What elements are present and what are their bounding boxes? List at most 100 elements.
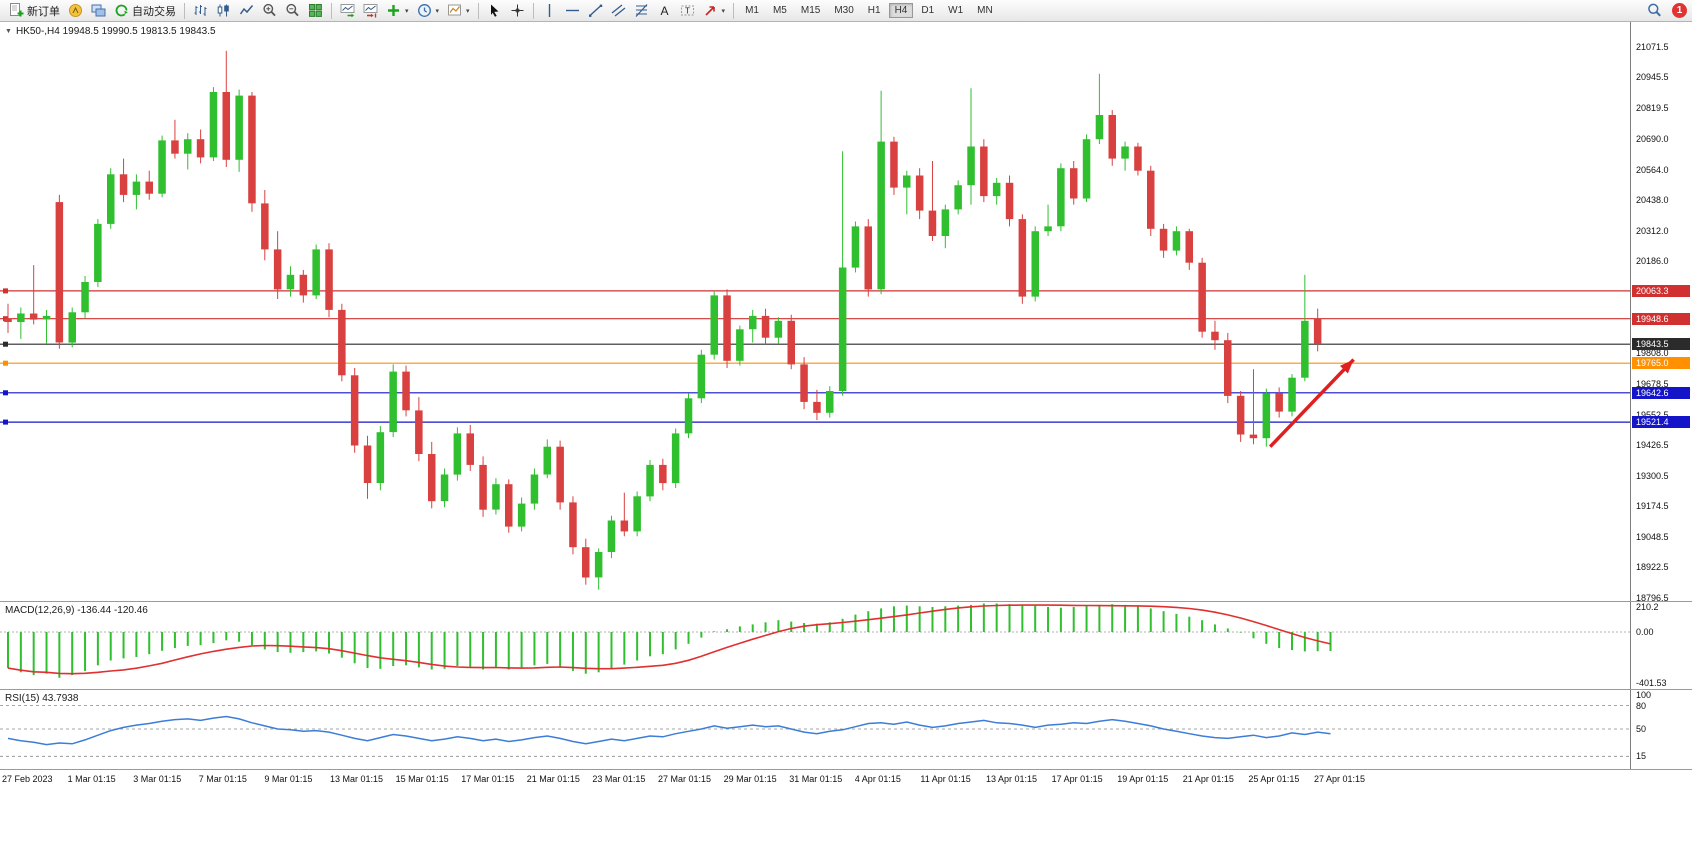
channel-icon xyxy=(611,4,625,17)
notification-badge[interactable]: 1 xyxy=(1672,3,1687,18)
horizontal-line-button[interactable] xyxy=(561,1,584,20)
timeframe-group: M1 M5 M15 M30 H1 H4 D1 W1 MN xyxy=(738,3,1000,18)
vertical-line-icon xyxy=(548,4,550,17)
fibonacci-button[interactable] xyxy=(630,1,653,20)
new-order-icon xyxy=(10,3,24,17)
tile-windows-icon xyxy=(309,4,322,17)
time-label: 27 Apr 01:15 xyxy=(1314,774,1366,784)
timeframe-button-d1[interactable]: D1 xyxy=(921,5,935,16)
time-label: 13 Mar 01:15 xyxy=(330,774,384,784)
price-label: 19808.0 xyxy=(1636,347,1669,358)
macd-signal-line xyxy=(7,604,1331,675)
price-label: 20438.0 xyxy=(1636,195,1669,206)
trendline-button[interactable] xyxy=(584,1,607,20)
zoom-in-button[interactable] xyxy=(258,1,281,20)
time-label: 31 Mar 01:15 xyxy=(789,774,843,784)
toolbar-separator xyxy=(331,2,332,19)
time-label: 17 Mar 01:15 xyxy=(461,774,515,784)
time-label: 21 Mar 01:15 xyxy=(526,774,580,784)
rsi-chart-area[interactable] xyxy=(0,690,1630,769)
price-label: 18922.5 xyxy=(1636,562,1669,573)
candlestick-chart-area[interactable] xyxy=(0,22,1630,601)
price-label: 19174.5 xyxy=(1636,501,1669,512)
chart-title: ▼ HK50-,H4 19948.5 19990.5 19813.5 19843… xyxy=(5,26,216,37)
search-button[interactable] xyxy=(1643,1,1666,20)
price-label: 19678.5 xyxy=(1636,379,1669,390)
svg-text:T: T xyxy=(685,7,690,16)
terminal-button[interactable] xyxy=(87,1,110,20)
chevron-down-icon: ▾ xyxy=(466,7,470,15)
vertical-line-button[interactable] xyxy=(538,1,561,20)
macd-scale-label: 210.2 xyxy=(1636,602,1659,612)
timeframe-button-h4[interactable]: H4 xyxy=(888,3,914,18)
rsi-scale-label: 15 xyxy=(1636,751,1647,762)
time-label: 19 Apr 01:15 xyxy=(1117,774,1169,784)
crosshair-icon xyxy=(511,4,524,17)
bar-chart-button[interactable] xyxy=(189,1,212,20)
chevron-down-icon: ▾ xyxy=(435,7,440,15)
time-label: 15 Mar 01:15 xyxy=(395,774,449,784)
indicators-button[interactable]: ▾ xyxy=(382,1,413,20)
chart-shift-button[interactable] xyxy=(359,1,382,20)
cursor-button[interactable] xyxy=(483,1,506,20)
timeframe-button-m1[interactable]: M1 xyxy=(745,5,759,16)
zoom-out-button[interactable] xyxy=(281,1,304,20)
macd-axis: 210.2 0.00 -401.53 xyxy=(1630,602,1692,689)
macd-chart-area[interactable] xyxy=(0,602,1630,689)
clock-icon xyxy=(417,4,431,17)
auto-scroll-button[interactable] xyxy=(336,1,359,20)
toolbar-separator xyxy=(184,2,185,19)
trend-arrow[interactable] xyxy=(1268,358,1355,448)
time-label: 13 Apr 01:15 xyxy=(986,774,1038,784)
level-lines-group xyxy=(0,288,1630,425)
time-label: 1 Mar 01:15 xyxy=(67,774,116,784)
text-button[interactable]: A xyxy=(653,1,676,20)
timeframe-button-h1[interactable]: H1 xyxy=(867,5,881,16)
metaeditor-button[interactable] xyxy=(64,1,87,20)
price-badge: 19948.6 xyxy=(1632,312,1690,325)
time-label: 17 Apr 01:15 xyxy=(1051,774,1103,784)
collapse-triangle-icon[interactable]: ▼ xyxy=(5,28,12,35)
arrows-button[interactable]: ▾ xyxy=(699,1,730,20)
timeframe-button-m15[interactable]: M15 xyxy=(800,5,821,16)
timeframe-button-m30[interactable]: M30 xyxy=(834,5,854,16)
zoom-in-icon xyxy=(263,3,276,17)
label-button[interactable]: T xyxy=(676,1,699,20)
time-label: 23 Mar 01:15 xyxy=(592,774,646,784)
rsi-label: RSI(15) 43.7938 xyxy=(5,693,79,704)
zoom-out-icon xyxy=(286,3,299,17)
price-badge: 19642.6 xyxy=(1632,386,1690,399)
price-label: 20564.0 xyxy=(1636,164,1669,175)
time-label: 3 Mar 01:15 xyxy=(133,774,182,784)
tile-windows-button[interactable] xyxy=(304,1,327,20)
candlestick-chart-icon xyxy=(217,4,229,17)
crosshair-button[interactable] xyxy=(506,1,529,20)
price-axis: 21071.5 20945.5 20819.5 20690.0 20564.0 20438… xyxy=(1630,22,1692,601)
price-badge: 19765.0 xyxy=(1632,357,1690,370)
windows-icon xyxy=(91,4,106,17)
auto-trading-button[interactable]: 自动交易 xyxy=(110,1,180,20)
time-label: 4 Apr 01:15 xyxy=(854,774,901,784)
rsi-line xyxy=(7,715,1331,746)
fibonacci-icon xyxy=(635,4,647,17)
timeframe-button-m5[interactable]: M5 xyxy=(772,5,787,16)
timeframe-button-mn[interactable]: MN xyxy=(977,5,993,16)
line-chart-button[interactable] xyxy=(235,1,258,20)
price-badge: 19843.5 xyxy=(1632,338,1690,351)
channel-button[interactable] xyxy=(607,1,630,20)
timeframe-button-w1[interactable]: W1 xyxy=(948,5,964,16)
rsi-panel: RSI(15) 43.7938 100 80 50 15 xyxy=(0,690,1692,770)
bottom-whitespace xyxy=(0,788,1692,850)
chevron-down-icon: ▾ xyxy=(721,7,726,15)
toolbar-separator xyxy=(477,2,479,19)
periods-button[interactable]: ▾ xyxy=(413,1,444,20)
candlestick-chart-button[interactable] xyxy=(212,1,235,20)
add-indicator-icon xyxy=(388,5,399,16)
price-label: 21071.5 xyxy=(1636,41,1669,52)
macd-histogram xyxy=(7,603,1332,678)
price-label: 18796.5 xyxy=(1636,592,1669,601)
new-order-button[interactable]: 新订单 xyxy=(5,1,64,20)
templates-button[interactable]: ▾ xyxy=(443,1,474,20)
time-axis: 27 Feb 2023 1 Mar 01:15 3 Mar 01:15 7 Mar 0… xyxy=(0,770,1692,788)
